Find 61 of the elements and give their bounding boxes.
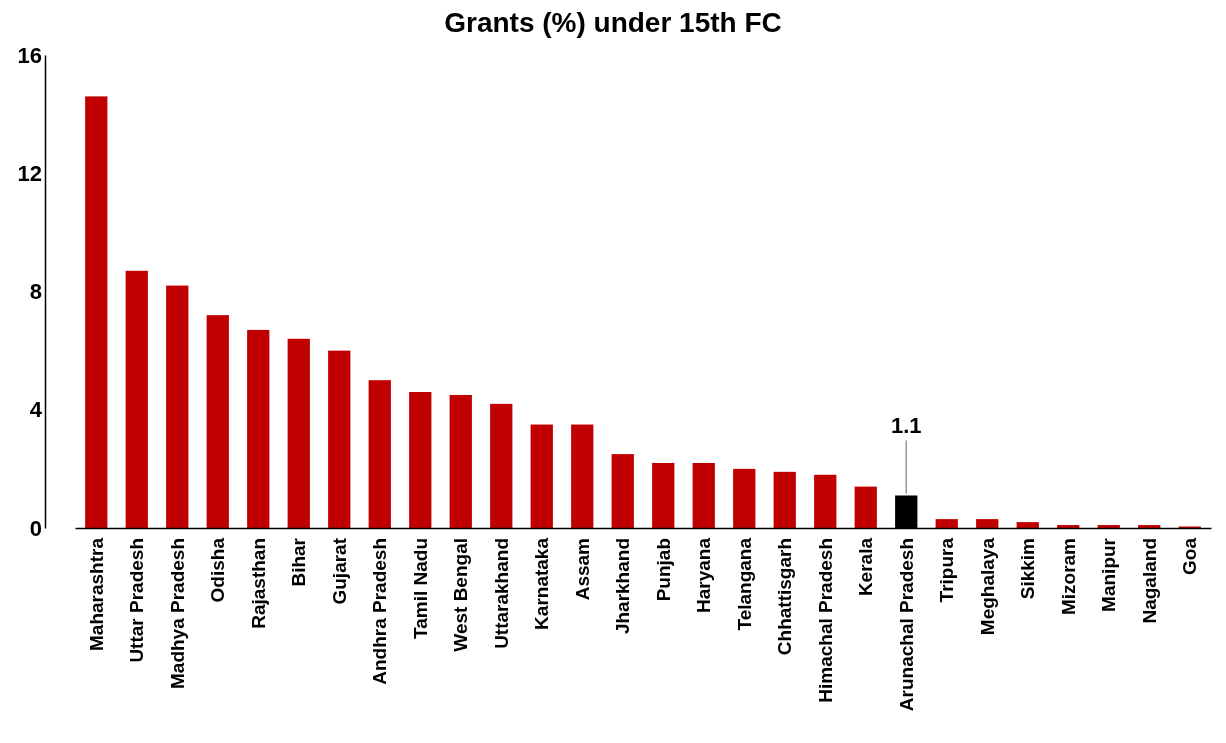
bar: [652, 462, 675, 528]
x-tick-label: Telangana: [733, 537, 755, 631]
bar: [166, 285, 189, 528]
x-tick-label: Andhra Pradesh: [369, 538, 391, 685]
bar: [814, 474, 837, 528]
x-tick-label: Assam: [571, 538, 593, 601]
x-tick-label: Arunachal Pradesh: [895, 538, 917, 712]
x-tick-label: Haryana: [693, 537, 715, 613]
x-tick-label: Uttarakhand: [490, 538, 512, 649]
x-tick-label: Goa: [1179, 537, 1201, 575]
data-label: 1.1: [890, 413, 922, 439]
x-tick-label: Meghalaya: [976, 537, 998, 636]
y-tick-label: 0: [29, 515, 42, 541]
x-tick-label: Gujarat: [328, 537, 350, 605]
bar: [611, 454, 634, 528]
bar: [530, 424, 553, 528]
bar: [733, 468, 756, 528]
y-tick-label: 16: [17, 42, 42, 68]
x-tick-label: Chhattisgarh: [774, 538, 796, 656]
bar: [247, 329, 270, 528]
bar: [854, 486, 877, 528]
bar: [328, 350, 351, 528]
x-tick-label: Madhya Pradesh: [166, 538, 188, 689]
bar: [409, 392, 432, 528]
x-tick-label: Manipur: [1098, 537, 1120, 612]
x-tick-label: Punjab: [652, 538, 674, 602]
x-tick-label: Jharkhand: [612, 538, 634, 635]
x-tick-label: Maharashtra: [85, 537, 107, 651]
bar: [125, 270, 148, 528]
bar: [449, 394, 472, 528]
bar: [85, 96, 108, 528]
x-tick-label: West Bengal: [450, 538, 472, 652]
bar: [773, 471, 796, 528]
bar: [368, 380, 391, 528]
bar: [1057, 525, 1080, 528]
bar: [935, 519, 958, 528]
x-tick-label: Nagaland: [1138, 538, 1160, 624]
x-tick-label: Bihar: [288, 537, 310, 587]
bar: [490, 403, 513, 528]
x-tick-label: Uttar Pradesh: [126, 538, 148, 663]
x-tick-label: Mizoram: [1057, 538, 1079, 616]
x-tick-label: Rajasthan: [247, 538, 269, 629]
bar: [976, 519, 999, 528]
chart-title: Grants (%) under 15th FC: [444, 7, 782, 38]
bar: [692, 462, 715, 528]
x-tick-label: Tamil Nadu: [409, 538, 431, 639]
y-tick-label: 8: [29, 279, 42, 305]
bar: [206, 315, 229, 528]
bar: [287, 338, 310, 528]
x-tick-label: Tripura: [936, 537, 958, 603]
x-tick-label: Himachal Pradesh: [814, 538, 836, 703]
bar: [1138, 525, 1161, 528]
x-tick-label: Odisha: [207, 537, 229, 603]
y-tick-label: 12: [17, 160, 42, 186]
x-tick-label: Sikkim: [1017, 538, 1039, 600]
bar: [571, 424, 594, 528]
y-tick-label: 4: [29, 397, 43, 423]
x-tick-label: Kerala: [855, 537, 877, 597]
bar: [1097, 525, 1120, 528]
x-tick-label: Karnataka: [531, 537, 553, 630]
bar: [1016, 522, 1039, 528]
